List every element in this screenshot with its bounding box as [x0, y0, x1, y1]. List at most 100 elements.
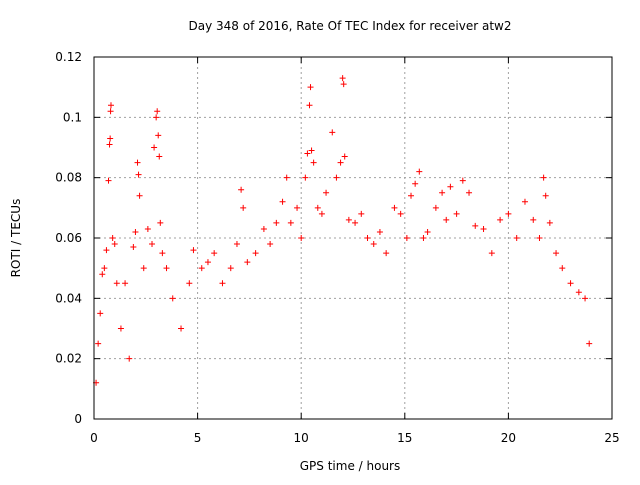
data-point — [329, 129, 336, 136]
data-point — [307, 84, 314, 91]
data-point — [540, 174, 547, 181]
data-point — [403, 235, 410, 241]
data-point — [240, 204, 247, 211]
x-tick-label: 10 — [294, 431, 309, 445]
data-point — [135, 171, 142, 178]
data-point — [466, 189, 473, 196]
y-tick-label: 0.04 — [55, 291, 82, 305]
chart-title: Day 348 of 2016, Rate Of TEC Index for r… — [189, 19, 512, 33]
data-point — [443, 216, 450, 223]
data-point — [198, 265, 205, 272]
data-point — [149, 241, 156, 248]
data-point — [447, 183, 454, 190]
data-point — [553, 250, 560, 257]
grid — [94, 57, 612, 419]
data-point — [132, 228, 139, 235]
y-tick-label: 0.1 — [63, 110, 82, 124]
y-axis-label: ROTI / TECUs — [9, 199, 23, 278]
data-point — [337, 159, 344, 166]
data-point — [376, 228, 383, 235]
data-point — [302, 174, 309, 181]
data-point — [424, 228, 431, 235]
data-point — [340, 81, 347, 88]
data-point — [370, 241, 377, 248]
data-point — [109, 235, 116, 241]
data-point — [144, 225, 151, 232]
y-tick-label: 0.02 — [55, 352, 82, 366]
data-point — [505, 210, 512, 217]
data-point — [267, 241, 274, 248]
data-point — [99, 271, 106, 278]
data-point — [140, 265, 147, 272]
data-point — [339, 75, 346, 82]
data-point — [156, 153, 163, 160]
data-point — [472, 222, 479, 229]
data-point — [103, 247, 110, 254]
data-point — [391, 204, 398, 211]
data-point — [163, 265, 170, 272]
x-tick-label: 20 — [501, 431, 516, 445]
data-point — [497, 216, 504, 223]
data-point — [204, 259, 211, 266]
data-point — [260, 225, 267, 232]
data-point — [567, 280, 574, 287]
data-point — [111, 241, 118, 248]
y-tick-label: 0 — [74, 412, 82, 426]
data-point — [459, 177, 466, 184]
data-point — [186, 280, 193, 287]
data-point — [97, 310, 104, 317]
data-point — [283, 174, 290, 181]
axis-ticks: 0 5 10 15 20 25 0 0.02 0.04 0.06 0.08 0.1 0.12 — [55, 50, 619, 445]
data-point — [157, 219, 164, 226]
data-point — [416, 168, 423, 175]
data-point — [101, 265, 108, 272]
data-point — [308, 147, 315, 154]
data-point — [107, 108, 114, 115]
data-point — [154, 108, 161, 115]
data-point — [323, 189, 330, 196]
data-point — [122, 280, 129, 287]
x-tick-label: 15 — [397, 431, 412, 445]
x-axis-label: GPS time / hours — [300, 459, 401, 473]
y-tick-label: 0.12 — [55, 50, 82, 64]
data-point — [364, 235, 371, 241]
data-point — [488, 250, 495, 257]
data-point — [546, 219, 553, 226]
data-point — [304, 150, 311, 157]
data-point — [542, 192, 549, 199]
data-point — [341, 153, 348, 160]
data-point — [408, 192, 415, 199]
data-point — [352, 219, 359, 226]
data-point — [412, 180, 419, 187]
data-point — [244, 259, 251, 266]
data-point — [106, 141, 113, 148]
x-tick-label: 5 — [194, 431, 202, 445]
data-point — [480, 225, 487, 232]
data-point — [159, 250, 166, 257]
data-point — [521, 198, 528, 205]
data-point — [117, 325, 124, 332]
y-tick-label: 0.06 — [55, 231, 82, 245]
x-tick-label: 0 — [90, 431, 98, 445]
data-point — [227, 265, 234, 272]
data-point — [151, 144, 158, 151]
data-point — [586, 340, 593, 347]
data-point — [420, 235, 427, 241]
data-point — [345, 216, 352, 223]
data-point — [130, 244, 137, 251]
data-point — [318, 210, 325, 217]
data-point — [126, 355, 133, 362]
data-point — [453, 210, 460, 217]
data-point — [233, 241, 240, 248]
data-point — [383, 250, 390, 257]
data-point — [513, 235, 520, 241]
data-point — [333, 174, 340, 181]
data-point — [582, 295, 589, 302]
data-point — [252, 250, 259, 257]
data-point — [219, 280, 226, 287]
data-point — [298, 235, 305, 241]
data-point — [153, 114, 160, 121]
data-point — [95, 340, 102, 347]
